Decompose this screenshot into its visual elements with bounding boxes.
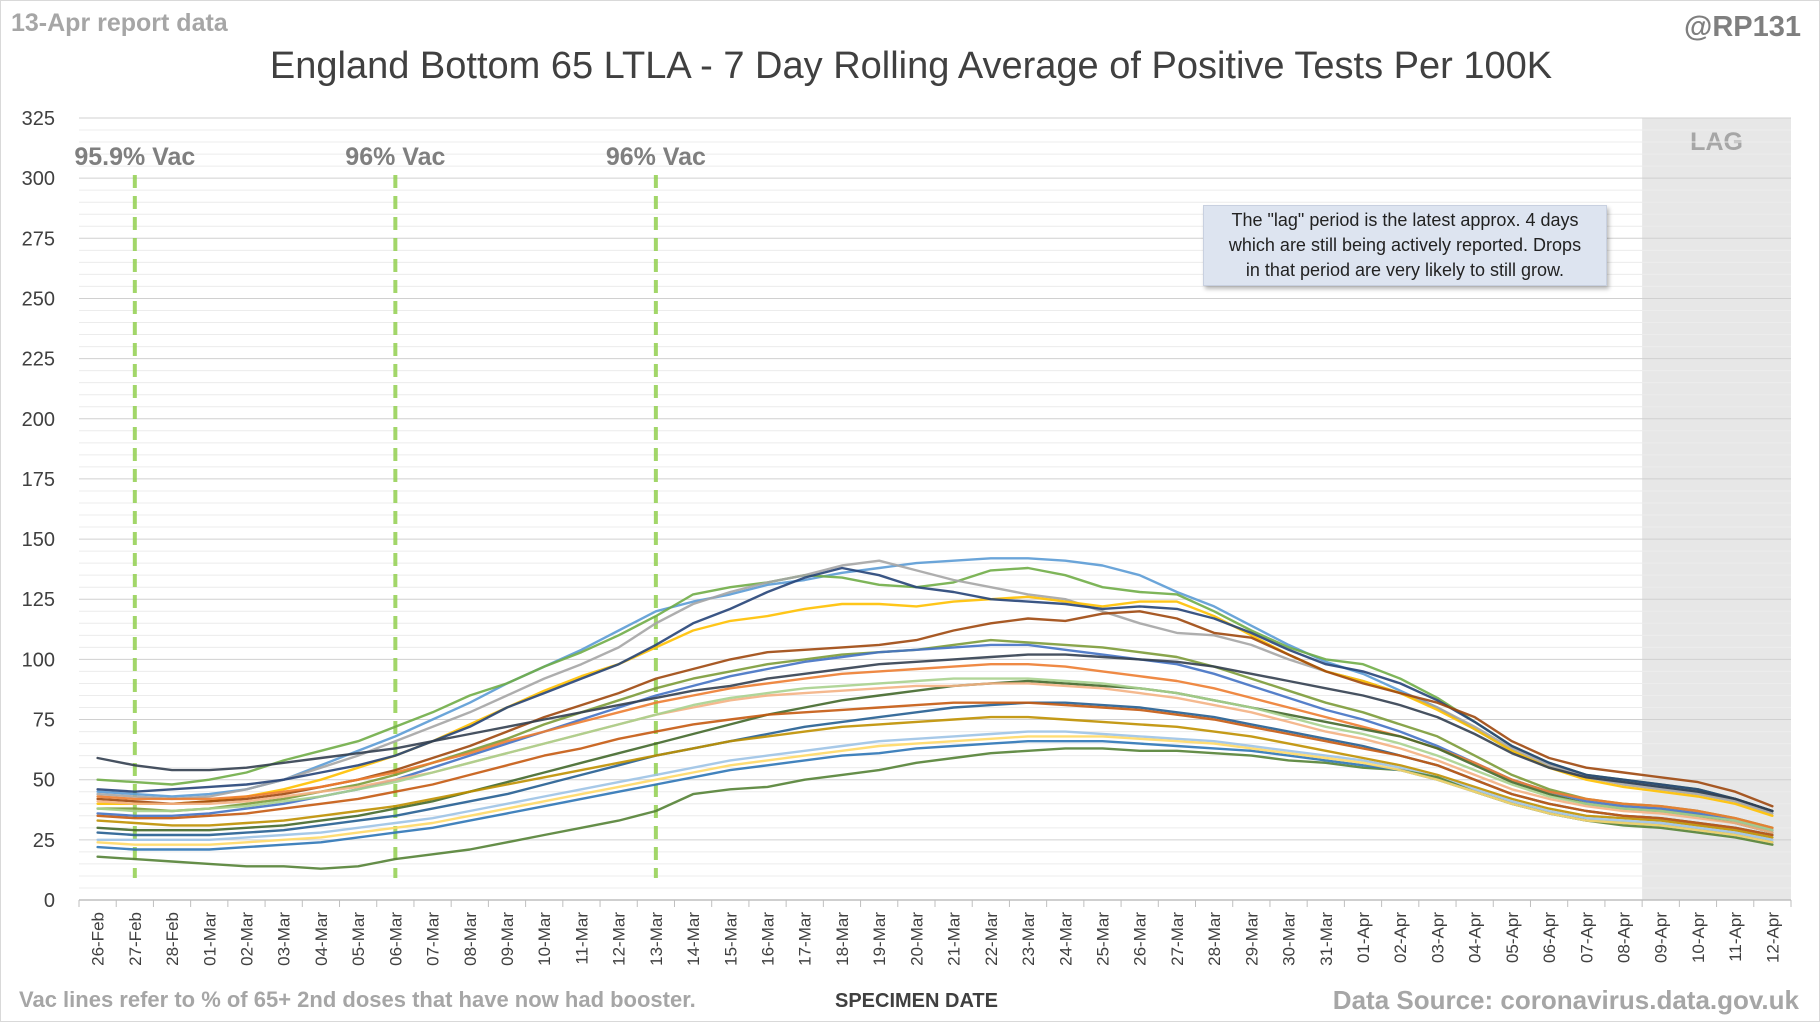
x-tick-label: 27-Feb [126, 912, 145, 966]
x-tick-label: 12-Mar [610, 912, 629, 966]
x-axis-label: SPECIMEN DATE [835, 990, 998, 1012]
x-tick-label: 17-Mar [796, 912, 815, 966]
x-tick-label: 07-Apr [1577, 912, 1596, 963]
chart-title: England Bottom 65 LTLA - 7 Day Rolling A… [269, 45, 1553, 87]
x-tick-label: 22-Mar [982, 912, 1001, 966]
x-tick-label: 27-Mar [1168, 912, 1187, 966]
lag-annotation-box: The "lag" period is the latest approx. 4… [1203, 205, 1607, 286]
x-tick-label: 11-Mar [572, 912, 591, 965]
y-tick-label: 175 [22, 469, 55, 491]
lag-annotation-line: in that period are very likely to still … [1245, 260, 1565, 280]
y-tick-label: 250 [22, 288, 55, 310]
data-source: Data Source: coronavirus.data.gov.uk [1332, 985, 1799, 1015]
x-tick-label: 04-Apr [1466, 912, 1485, 963]
x-tick-label: 04-Mar [312, 912, 331, 966]
x-tick-label: 23-Mar [1019, 912, 1038, 966]
x-tick-label: 24-Mar [1056, 912, 1075, 966]
series-line [96, 638, 1774, 829]
x-tick-label: 30-Mar [1280, 912, 1299, 966]
series-line [96, 730, 1774, 841]
series-line [96, 653, 1774, 813]
x-tick-label: 08-Mar [461, 912, 480, 966]
x-tick-label: 03-Apr [1428, 912, 1447, 963]
x-tick-label: 09-Mar [498, 912, 517, 966]
lag-annotation-line: which are still being actively reported.… [1228, 235, 1582, 255]
x-tick-label: 21-Mar [945, 912, 964, 966]
series-line [96, 682, 1774, 834]
series-line [96, 663, 1774, 829]
series-line [96, 701, 1774, 837]
report-date-label: 13-Apr report data [11, 9, 228, 37]
x-tick-label: 25-Mar [1093, 912, 1112, 966]
x-tick-label: 20-Mar [907, 912, 926, 966]
y-tick-label: 300 [22, 168, 55, 190]
x-tick-label: 13-Mar [647, 912, 666, 966]
x-tick-label: 01-Apr [1354, 912, 1373, 963]
x-tick-label: 31-Mar [1317, 912, 1336, 966]
x-tick-label: 02-Mar [237, 912, 256, 966]
y-tick-label: 25 [33, 830, 55, 852]
y-tick-label: 50 [33, 770, 55, 792]
x-tick-label: 12-Apr [1763, 912, 1782, 963]
x-tick-label: 05-Apr [1503, 912, 1522, 963]
series-line [96, 701, 1774, 837]
x-tick-label: 09-Apr [1652, 912, 1671, 963]
x-tick-label: 26-Mar [1131, 912, 1150, 966]
x-tick-label: 10-Mar [535, 912, 554, 966]
series-line [96, 677, 1774, 832]
series-line [96, 679, 1774, 834]
x-tick-label: 05-Mar [349, 912, 368, 966]
x-tick-label: 06-Mar [386, 912, 405, 966]
series-line [96, 715, 1774, 839]
y-tick-label: 200 [22, 409, 55, 431]
vac-label: 96% Vac [606, 143, 706, 171]
x-tick-label: 14-Mar [684, 912, 703, 966]
vac-label: 95.9% Vac [74, 143, 195, 171]
lag-annotation-line: The "lag" period is the latest approx. 4… [1231, 210, 1579, 230]
series-line [96, 559, 1774, 815]
y-tick-label: 75 [33, 710, 55, 732]
x-tick-label: 29-Mar [1242, 912, 1261, 966]
series-line [96, 566, 1774, 813]
y-tick-label: 125 [22, 589, 55, 611]
x-tick-label: 19-Mar [870, 912, 889, 966]
x-tick-label: 28-Mar [1205, 912, 1224, 966]
x-tick-label: 01-Mar [200, 912, 219, 966]
y-tick-label: 150 [22, 529, 55, 551]
x-tick-label: 03-Mar [275, 912, 294, 966]
x-tick-label: 15-Mar [721, 912, 740, 966]
vac-footnote: Vac lines refer to % of 65+ 2nd doses th… [19, 987, 696, 1012]
series-line [96, 735, 1774, 846]
x-tick-label: 28-Feb [163, 912, 182, 966]
series-line [96, 557, 1774, 813]
y-tick-label: 325 [22, 108, 55, 130]
x-tick-label: 26-Feb [89, 912, 108, 966]
x-tick-label: 02-Apr [1391, 912, 1410, 963]
lag-region [1642, 118, 1791, 900]
x-tick-label: 06-Apr [1540, 912, 1559, 963]
y-tick-label: 0 [44, 890, 55, 912]
x-tick-label: 11-Apr [1726, 912, 1745, 962]
author-handle: @RP131 [1684, 11, 1801, 43]
x-tick-label: 07-Mar [424, 912, 443, 966]
vac-label: 96% Vac [345, 143, 445, 171]
y-tick-label: 100 [22, 649, 55, 671]
x-tick-label: 10-Apr [1689, 912, 1708, 963]
y-tick-label: 275 [22, 228, 55, 250]
x-tick-label: 08-Apr [1615, 912, 1634, 963]
x-tick-label: 18-Mar [833, 912, 852, 966]
y-tick-label: 225 [22, 349, 55, 371]
x-tick-label: 16-Mar [759, 912, 778, 966]
